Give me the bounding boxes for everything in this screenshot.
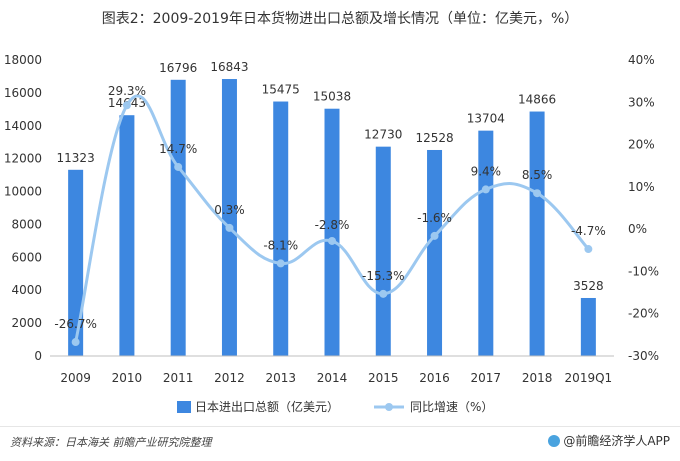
y-left-tick-label: 18000 (4, 53, 42, 67)
x-tick-label: 2014 (317, 371, 348, 385)
bar-value-label: 12528 (415, 131, 453, 145)
legend-line-label: 同比增速（%） (410, 400, 493, 414)
y-right-tick-label: 10% (628, 180, 655, 194)
y-left-tick-label: 2000 (11, 316, 42, 330)
bar (221, 79, 237, 357)
y-left-tick-label: 6000 (11, 250, 42, 264)
growth-value-label: -4.7% (571, 224, 606, 238)
x-tick-label: 2011 (163, 371, 194, 385)
growth-point (71, 338, 80, 347)
chart-title: 图表2：2009-2019年日本货物进出口总额及增长情况（单位：亿美元，%） (101, 11, 579, 27)
bar-value-label: 12730 (364, 128, 402, 142)
bar (324, 108, 340, 357)
growth-value-label: -2.8% (315, 218, 350, 232)
growth-point (430, 231, 439, 240)
bar (119, 115, 135, 356)
bar-value-label: 13704 (467, 112, 505, 126)
bar (375, 146, 391, 356)
bar-value-label: 16796 (159, 61, 197, 75)
bar (427, 149, 443, 356)
y-left-tick-label: 16000 (4, 86, 42, 100)
bar-value-label: 15038 (313, 90, 351, 104)
growth-value-label: 9.4% (471, 164, 502, 178)
bar-value-label: 11323 (57, 151, 95, 165)
growth-value-label: 8.5% (522, 168, 553, 182)
growth-point (481, 185, 490, 194)
growth-value-label: 0.3% (214, 203, 245, 217)
bar (580, 297, 596, 356)
brand-logo-icon (548, 435, 561, 447)
y-right-tick-label: -20% (628, 307, 659, 321)
y-left-tick-label: 8000 (11, 217, 42, 231)
y-right-tick-label: 0% (628, 222, 647, 236)
x-tick-label: 2018 (522, 371, 553, 385)
bar-value-label: 3528 (573, 279, 604, 293)
x-tick-label: 2012 (214, 371, 245, 385)
y-left-tick-label: 0 (34, 349, 42, 363)
y-left-tick-label: 14000 (4, 119, 42, 133)
bar (68, 169, 84, 356)
y-right-tick-label: 30% (628, 95, 655, 109)
growth-point (122, 101, 131, 110)
legend-line-marker (385, 403, 393, 411)
x-tick-label: 2019Q1 (565, 371, 613, 385)
x-tick-label: 2015 (368, 371, 399, 385)
growth-value-label: 29.3% (108, 84, 146, 98)
brand-label: @前瞻经济学人APP (548, 432, 670, 449)
growth-value-label: -1.6% (417, 211, 452, 225)
bar (273, 101, 289, 357)
growth-point (276, 259, 285, 268)
y-right-tick-label: -10% (628, 264, 659, 278)
growth-value-label: 14.7% (159, 142, 197, 156)
legend-bar-label: 日本进出口总额（亿美元） (195, 399, 339, 414)
growth-point (379, 289, 388, 298)
y-left-tick-label: 10000 (4, 185, 42, 199)
growth-value-label: -15.3% (362, 269, 404, 283)
source-note: 资料来源：日本海关 前瞻产业研究院整理 (10, 436, 212, 449)
growth-point (328, 236, 336, 245)
y-right-tick-label: -30% (628, 349, 659, 363)
growth-point (225, 223, 234, 232)
bar-value-label: 15475 (262, 83, 300, 97)
y-left-tick-label: 4000 (11, 283, 42, 297)
y-right-tick-label: 20% (628, 138, 655, 152)
x-tick-label: 2016 (419, 371, 450, 385)
y-right-tick-label: 40% (628, 53, 655, 67)
growth-value-label: -8.1% (263, 238, 298, 252)
x-tick-label: 2013 (265, 371, 296, 385)
x-tick-label: 2010 (112, 371, 143, 385)
divider (0, 426, 680, 427)
x-tick-label: 2017 (471, 371, 502, 385)
bar (170, 79, 186, 357)
brand-text: @前瞻经济学人APP (563, 434, 670, 448)
growth-point (584, 245, 593, 254)
y-left-tick-label: 12000 (4, 152, 42, 166)
growth-value-label: -26.7% (54, 317, 96, 331)
bar-value-label: 14866 (518, 93, 556, 107)
growth-point (174, 162, 183, 171)
x-tick-label: 2009 (60, 371, 91, 385)
growth-point (533, 189, 542, 198)
bar-value-label: 16843 (210, 60, 248, 74)
legend-bar-swatch (177, 401, 191, 413)
bar (529, 111, 545, 356)
